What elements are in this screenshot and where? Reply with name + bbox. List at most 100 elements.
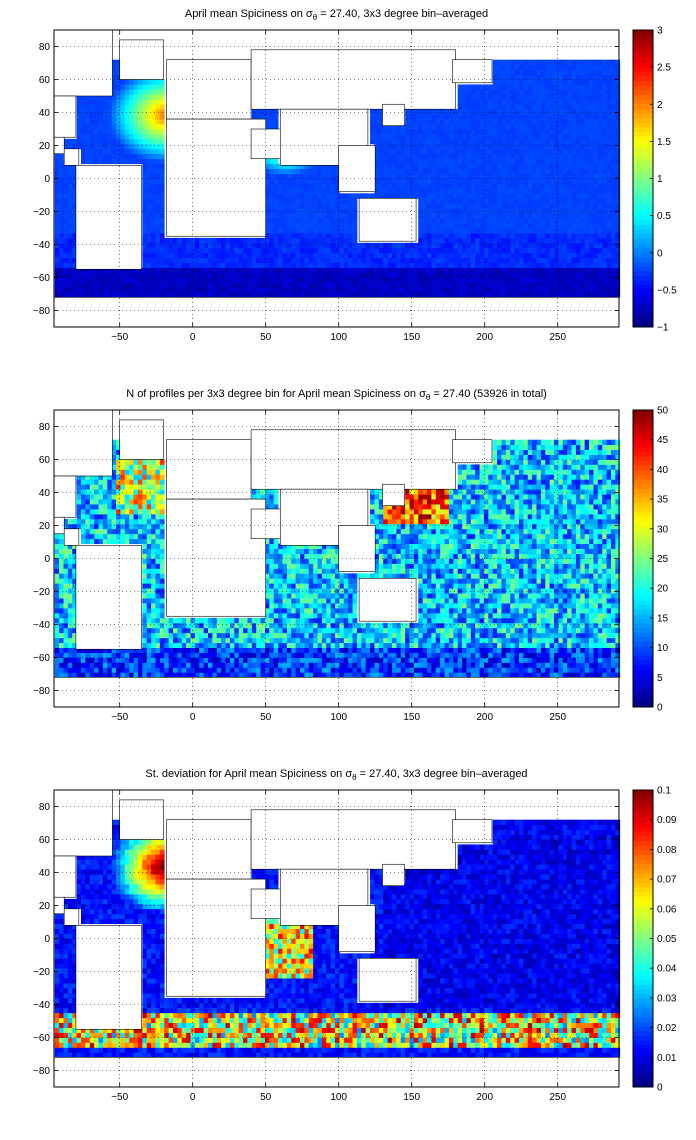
heatmap-cell [295, 208, 301, 214]
heatmap-cell [549, 109, 555, 115]
heatmap-cell [523, 173, 529, 179]
heatmap-cell [462, 84, 467, 90]
heatmap-cell [181, 627, 187, 634]
heatmap-cell [554, 64, 559, 70]
heatmap-cell [155, 237, 161, 244]
heatmap-cell [142, 583, 148, 589]
heatmap-cell [326, 247, 332, 254]
heatmap-cell [124, 484, 130, 490]
heatmap-cell [554, 69, 559, 75]
heatmap-cell [584, 178, 590, 184]
heatmap-cell [497, 198, 502, 204]
heatmap-cell [308, 203, 314, 209]
heatmap-cell [133, 657, 139, 663]
heatmap-cell [505, 287, 511, 293]
heatmap-cell [151, 647, 156, 653]
heatmap-cell [102, 528, 108, 535]
heatmap-cell [597, 223, 603, 229]
heatmap-cell [567, 277, 572, 283]
heatmap-cell [89, 138, 95, 145]
heatmap-cell [532, 183, 537, 189]
heatmap-cell [190, 292, 196, 298]
heatmap-cell [225, 237, 231, 244]
heatmap-cell [286, 223, 292, 229]
heatmap-cell [593, 158, 599, 165]
heatmap-cell [151, 133, 156, 140]
heatmap-cell [453, 242, 459, 249]
heatmap-cell [422, 168, 428, 174]
heatmap-cell [610, 79, 616, 85]
heatmap-cell [396, 282, 402, 288]
heatmap-cell [317, 178, 323, 184]
heatmap-cell [54, 603, 60, 609]
heatmap-cell [291, 223, 297, 229]
heatmap-cell [532, 203, 537, 209]
heatmap-cell [523, 178, 529, 184]
heatmap-cell [304, 262, 310, 268]
heatmap-cell [190, 282, 196, 288]
heatmap-cell [580, 99, 586, 105]
heatmap-cell [282, 287, 288, 293]
heatmap-cell [124, 158, 130, 165]
heatmap-cell [142, 657, 148, 663]
heatmap-cell [435, 143, 441, 150]
heatmap-cell [567, 59, 572, 66]
heatmap-cell [177, 252, 183, 259]
heatmap-cell [98, 509, 104, 515]
heatmap-cell [159, 89, 165, 95]
heatmap-cell [107, 94, 113, 100]
heatmap-cell [159, 603, 165, 609]
heatmap-cell [313, 292, 318, 298]
heatmap-cell [317, 292, 323, 298]
heatmap-cell [330, 277, 336, 283]
heatmap-cell [186, 247, 191, 254]
heatmap-cell [102, 138, 108, 145]
heatmap-cell [229, 242, 235, 249]
heatmap-cell [142, 603, 148, 609]
heatmap-cell [532, 168, 537, 174]
heatmap-cell [527, 143, 533, 150]
heatmap-cell [549, 173, 555, 179]
heatmap-cell [168, 292, 174, 298]
heatmap-cell [155, 632, 161, 639]
heatmap-cell [142, 99, 148, 105]
heatmap-cell [435, 247, 441, 254]
heatmap-cell [308, 183, 314, 189]
heatmap-cell [352, 203, 358, 209]
heatmap-cell [527, 74, 533, 80]
heatmap-cell [94, 282, 99, 288]
heatmap-cell [177, 637, 183, 644]
heatmap-cell [111, 464, 117, 470]
heatmap-cell [116, 292, 121, 298]
heatmap-cell [518, 79, 524, 85]
heatmap-cell [475, 153, 480, 160]
heatmap-cell [72, 277, 78, 283]
heatmap-cell [133, 292, 139, 298]
heatmap-cell [435, 232, 441, 239]
heatmap-cell [111, 133, 117, 140]
heatmap-cell [400, 178, 406, 184]
heatmap-cell [269, 272, 275, 278]
heatmap-cell [615, 59, 621, 66]
heatmap-cell [589, 148, 594, 155]
heatmap-cell [501, 208, 507, 214]
heatmap-cell [523, 188, 529, 194]
heatmap-cell [81, 153, 86, 160]
heatmap-cell [505, 178, 511, 184]
heatmap-cell [602, 99, 607, 105]
heatmap-cell [81, 99, 86, 105]
heatmap-cell [558, 247, 564, 254]
heatmap-cell [554, 203, 559, 209]
heatmap-cell [129, 657, 134, 663]
heatmap-cell [54, 193, 60, 199]
heatmap-cell [194, 267, 200, 273]
heatmap-cell [225, 627, 231, 634]
heatmap-cell [488, 183, 494, 189]
heatmap-cell [151, 178, 156, 184]
heatmap-cell [571, 143, 577, 150]
heatmap-cell [427, 218, 432, 224]
heatmap-cell [229, 257, 235, 264]
heatmap-cell [466, 173, 472, 179]
heatmap-cell [133, 104, 139, 110]
heatmap-cell [475, 272, 480, 278]
